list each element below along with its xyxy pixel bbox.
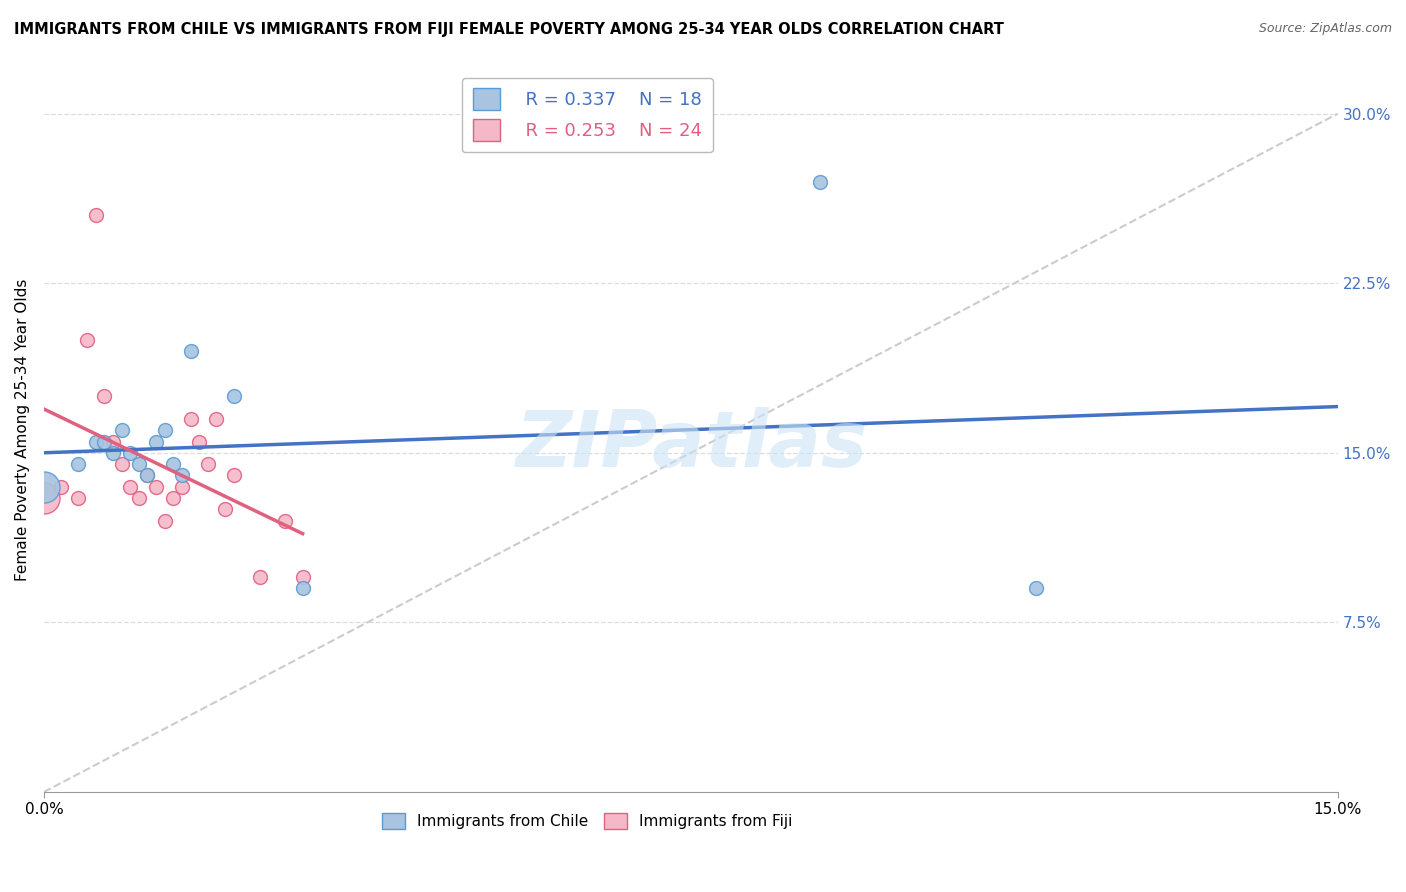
Point (274, 514, 297, 528)
Point (249, 570, 271, 584)
Point (93, 389, 115, 403)
Point (32, 480, 55, 494)
Point (128, 491, 150, 505)
Point (110, 457, 132, 471)
Point (32, 491, 55, 505)
Point (197, 457, 219, 471)
Point (101, 434, 124, 449)
Point (153, 514, 176, 528)
Y-axis label: Female Poverty Among 25-34 Year Olds: Female Poverty Among 25-34 Year Olds (15, 279, 30, 582)
Point (136, 468, 159, 483)
Point (49, 480, 72, 494)
Legend: Immigrants from Chile, Immigrants from Fiji: Immigrants from Chile, Immigrants from F… (375, 806, 799, 835)
Point (128, 457, 150, 471)
Point (188, 434, 211, 449)
Text: Source: ZipAtlas.com: Source: ZipAtlas.com (1258, 22, 1392, 36)
Point (291, 582, 314, 596)
Point (84, 209, 107, 223)
Text: ZIPatlas: ZIPatlas (515, 407, 868, 483)
Point (145, 434, 167, 449)
Text: IMMIGRANTS FROM CHILE VS IMMIGRANTS FROM FIJI FEMALE POVERTY AMONG 25-34 YEAR OL: IMMIGRANTS FROM CHILE VS IMMIGRANTS FROM… (14, 22, 1004, 37)
Point (222, 468, 245, 483)
Point (153, 423, 176, 437)
Point (120, 480, 142, 494)
Point (136, 468, 159, 483)
Point (291, 570, 314, 584)
Point (110, 423, 132, 437)
Point (214, 502, 236, 516)
Point (170, 468, 193, 483)
Point (67, 457, 90, 471)
Point (170, 480, 193, 494)
Point (84, 434, 107, 449)
Point (76, 333, 98, 347)
Point (101, 446, 124, 460)
Point (180, 344, 202, 359)
Point (145, 480, 167, 494)
Point (222, 389, 245, 403)
Point (93, 434, 115, 449)
Point (162, 457, 184, 471)
Point (1025, 582, 1047, 596)
Point (205, 412, 228, 426)
Point (120, 446, 142, 460)
Point (67, 491, 90, 505)
Point (180, 412, 202, 426)
Point (808, 175, 831, 189)
Point (162, 491, 184, 505)
